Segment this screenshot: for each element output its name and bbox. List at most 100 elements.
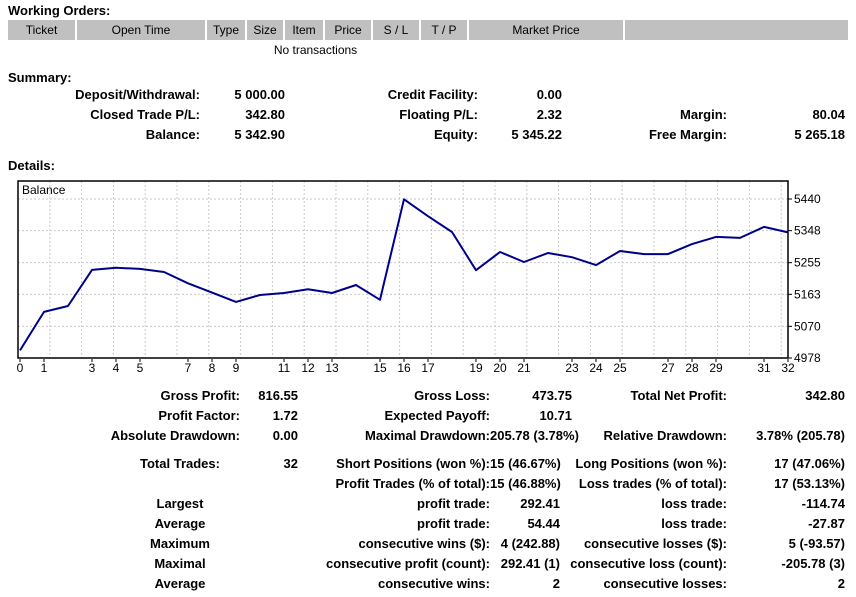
- label: Maximal: [154, 556, 206, 571]
- trades-table: Total Trades: 32 Short Positions (won %)…: [0, 454, 845, 594]
- column-header-sl: S / L: [371, 20, 419, 40]
- value: 5 (-93.57): [788, 536, 845, 551]
- svg-text:31: 31: [757, 361, 771, 375]
- column-header-price: Price: [323, 20, 371, 40]
- summary-table: Deposit/Withdrawal: 5 000.00 Credit Faci…: [0, 85, 845, 145]
- value: [250, 534, 298, 554]
- label: Closed Trade P/L:: [90, 107, 200, 122]
- label: Gross Loss:: [414, 388, 490, 403]
- value: 2: [552, 576, 560, 591]
- svg-text:15: 15: [373, 361, 387, 375]
- value: 5 265.18: [794, 127, 845, 142]
- label: Equity:: [433, 127, 478, 142]
- label: [572, 406, 727, 426]
- label: Average: [154, 576, 206, 591]
- label: consecutive losses:: [603, 576, 727, 591]
- label: loss trade:: [661, 516, 727, 531]
- svg-text:12: 12: [301, 361, 315, 375]
- svg-text:5255: 5255: [794, 256, 821, 270]
- column-header-size: Size: [245, 20, 283, 40]
- svg-text:17: 17: [421, 361, 435, 375]
- value: 5 345.22: [511, 127, 562, 142]
- value: 5 000.00: [234, 87, 285, 102]
- value: 205.78 (3.78%): [490, 428, 579, 443]
- label: Relative Drawdown:: [603, 428, 727, 443]
- label: consecutive losses ($):: [583, 536, 727, 551]
- value: 3.78% (205.78): [756, 428, 845, 443]
- svg-text:5348: 5348: [794, 224, 821, 238]
- value: 342.80: [245, 107, 285, 122]
- svg-text:16: 16: [397, 361, 411, 375]
- svg-text:4978: 4978: [794, 351, 821, 365]
- column-header-ticket: Ticket: [8, 20, 75, 40]
- value: 1.72: [272, 408, 298, 423]
- label: consecutive profit (count):: [326, 556, 490, 571]
- value: -205.78 (3): [781, 556, 845, 571]
- value: 54.44: [527, 516, 560, 531]
- value: [250, 574, 298, 594]
- svg-text:27: 27: [661, 361, 675, 375]
- column-header-market-price: Market Price: [467, 20, 623, 40]
- column-header-open-time: Open Time: [75, 20, 205, 40]
- value: 5 342.90: [234, 127, 285, 142]
- svg-text:3: 3: [89, 361, 96, 375]
- label: Margin:: [680, 107, 727, 122]
- value: 342.80: [805, 388, 845, 403]
- value: 4 (242.88): [500, 536, 560, 551]
- label: consecutive wins:: [378, 576, 490, 591]
- svg-text:24: 24: [589, 361, 603, 375]
- chart-series-label: Balance: [22, 183, 66, 197]
- svg-text:21: 21: [517, 361, 531, 375]
- label: Free Margin:: [648, 127, 727, 142]
- summary-title: Summary:: [8, 70, 72, 85]
- value: 816.55: [258, 388, 298, 403]
- svg-text:5440: 5440: [794, 192, 821, 206]
- svg-text:25: 25: [613, 361, 627, 375]
- label: [562, 85, 727, 105]
- label: consecutive wins ($):: [358, 536, 490, 551]
- value: 2.32: [536, 107, 562, 122]
- svg-text:19: 19: [469, 361, 483, 375]
- value: [250, 514, 298, 534]
- svg-text:1: 1: [41, 361, 48, 375]
- value: 32: [283, 456, 298, 471]
- label: Total Trades:: [140, 456, 220, 471]
- column-header-type: Type: [205, 20, 245, 40]
- value: 2: [837, 576, 845, 591]
- column-header-tp: T / P: [419, 20, 467, 40]
- label: Balance:: [145, 127, 200, 142]
- value: 80.04: [812, 107, 845, 122]
- label: Deposit/Withdrawal:: [75, 87, 200, 102]
- value: [250, 494, 298, 514]
- label: Largest: [156, 496, 204, 511]
- label: Average: [154, 516, 206, 531]
- svg-text:20: 20: [493, 361, 507, 375]
- label: Profit Factor:: [158, 408, 240, 423]
- value: [250, 474, 298, 494]
- working-orders-title: Working Orders:: [8, 3, 111, 18]
- svg-text:5: 5: [137, 361, 144, 375]
- label: Profit Trades (% of total):: [335, 476, 490, 491]
- svg-text:9: 9: [233, 361, 240, 375]
- label: consecutive loss (count):: [570, 556, 727, 571]
- label: Maximum: [150, 536, 210, 551]
- value: -27.87: [808, 516, 845, 531]
- value: [727, 406, 845, 426]
- label: Absolute Drawdown:: [110, 428, 240, 443]
- svg-text:0: 0: [17, 361, 24, 375]
- svg-text:32: 32: [781, 361, 795, 375]
- column-header-empty: [623, 20, 848, 40]
- label: loss trade:: [661, 496, 727, 511]
- label: profit trade:: [417, 496, 490, 511]
- value: 15 (46.67%): [490, 456, 561, 471]
- svg-text:7: 7: [185, 361, 192, 375]
- details-title: Details:: [8, 158, 55, 173]
- value: 17 (47.06%): [774, 456, 845, 471]
- value: [250, 554, 298, 574]
- value: 10.71: [539, 408, 572, 423]
- label: Long Positions (won %):: [575, 456, 727, 471]
- value: -114.74: [801, 496, 845, 511]
- label: Credit Facility:: [387, 87, 478, 102]
- svg-text:8: 8: [209, 361, 216, 375]
